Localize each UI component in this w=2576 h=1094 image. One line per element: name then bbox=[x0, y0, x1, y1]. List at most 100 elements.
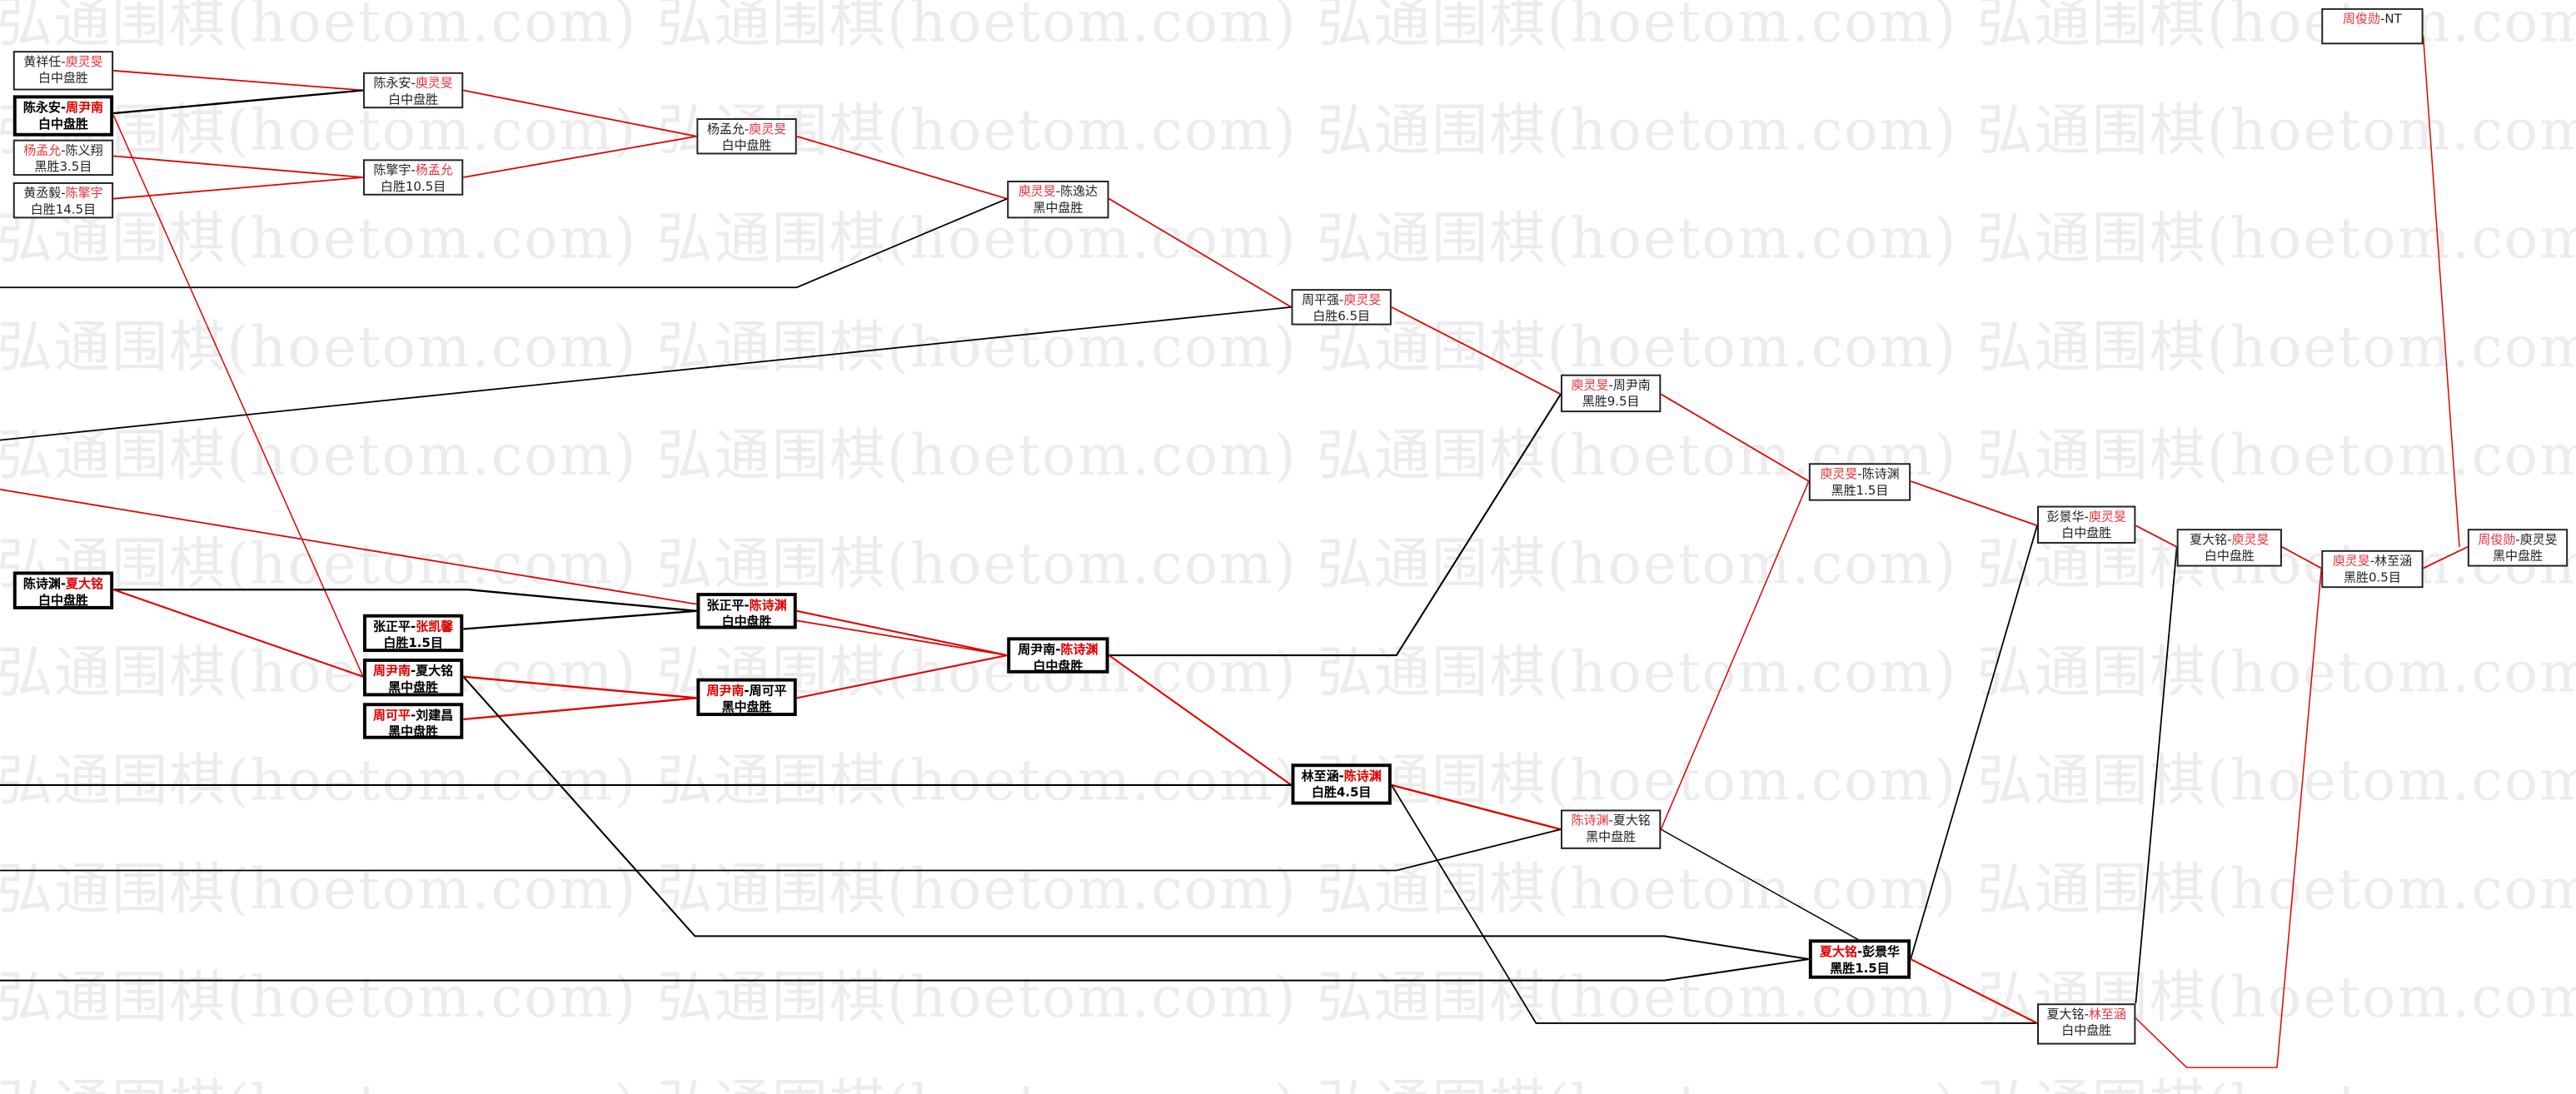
match-box[interactable]: 林至涵-陈诗渊 白胜4.5目 bbox=[1291, 763, 1392, 805]
white-player: 陈诗渊 bbox=[1343, 768, 1382, 783]
watermark-row: 弘通围棋(hoetom.com) 弘通围棋(hoetom.com) 弘通围棋(h… bbox=[0, 532, 2576, 599]
match-players: 陈永安-周尹南 bbox=[22, 100, 103, 116]
black-player: 周俊勋 bbox=[2478, 532, 2516, 547]
match-players: 陈诗渊-夏大铭 bbox=[22, 576, 103, 592]
black-player: 庾灵旻 bbox=[1018, 183, 1056, 199]
black-player: 张正平 bbox=[706, 598, 745, 613]
match-result: 白胜6.5目 bbox=[1313, 308, 1370, 324]
loser-connector-line bbox=[1910, 525, 2038, 960]
black-player: 黄祥任 bbox=[23, 54, 62, 69]
match-result: 黑胜1.5目 bbox=[1831, 482, 1889, 498]
match-result: 白中盘胜 bbox=[37, 70, 88, 86]
match-box[interactable]: 周尹南-陈诗渊 白中盘胜 bbox=[1007, 637, 1109, 674]
winner-connector-line bbox=[2422, 36, 2460, 547]
match-box[interactable]: 周俊勋-NT bbox=[2321, 7, 2424, 45]
loser-connector-line bbox=[0, 957, 1809, 982]
watermark-row: 弘通围棋(hoetom.com) 弘通围棋(hoetom.com) 弘通围棋(h… bbox=[0, 206, 2576, 273]
match-box[interactable]: 杨孟允-庾灵旻 白中盘胜 bbox=[696, 118, 797, 155]
match-box[interactable]: 庾灵旻-周尹南 黑胜9.5目 bbox=[1560, 374, 1662, 413]
loser-connector-line bbox=[2135, 546, 2178, 1004]
match-box[interactable]: 张正平-陈诗渊 白中盘胜 bbox=[696, 593, 797, 629]
match-result: 白中盘胜 bbox=[721, 614, 772, 629]
winner-connector-line bbox=[2135, 568, 2323, 1068]
white-player: 庾灵旻 bbox=[2519, 532, 2558, 547]
match-box[interactable]: 彭景华-庾灵旻 白中盘胜 bbox=[2037, 505, 2136, 544]
winner-connector-line bbox=[1108, 654, 1293, 786]
match-result: 黑中盘胜 bbox=[2493, 548, 2543, 564]
match-result: 黑中盘胜 bbox=[388, 724, 439, 739]
match-players: 夏大铭-庾灵旻 bbox=[2190, 532, 2270, 547]
white-player: 庾灵旻 bbox=[749, 121, 787, 137]
watermark-row: 弘通围棋(hoetom.com) 弘通围棋(hoetom.com) 弘通围棋(h… bbox=[0, 423, 2576, 490]
match-result: 黑中盘胜 bbox=[1586, 829, 1637, 844]
match-box[interactable]: 周尹南-夏大铭 黑中盘胜 bbox=[362, 659, 464, 697]
match-players: 周平强-庾灵旻 bbox=[1301, 292, 1382, 307]
loser-connector-line bbox=[113, 588, 697, 612]
match-box[interactable]: 夏大铭-庾灵旻 白中盘胜 bbox=[2176, 529, 2282, 567]
match-players: 张正平-张凯馨 bbox=[373, 619, 454, 634]
match-box[interactable]: 周俊勋-庾灵旻 黑中盘胜 bbox=[2467, 529, 2569, 567]
match-players: 周尹南-夏大铭 bbox=[373, 663, 454, 679]
winner-connector-line bbox=[1109, 197, 1292, 308]
black-player: 彭景华 bbox=[2046, 509, 2085, 525]
match-box[interactable]: 庾灵旻-陈诗渊 黑胜1.5目 bbox=[1808, 463, 1911, 501]
match-players: 周俊勋-NT bbox=[2343, 11, 2402, 27]
winner-connector-line bbox=[463, 697, 697, 721]
white-player: 夏大铭 bbox=[416, 663, 454, 679]
match-players: 夏大铭-彭景华 bbox=[1819, 944, 1901, 959]
winner-connector-line bbox=[1910, 958, 2038, 1024]
match-players: 林至涵-陈诗渊 bbox=[1301, 768, 1382, 783]
match-result: 白中盘胜 bbox=[1033, 659, 1084, 674]
black-player: 张正平 bbox=[373, 619, 411, 634]
match-box[interactable]: 周可平-刘建昌 黑中盘胜 bbox=[362, 703, 464, 739]
match-box[interactable]: 夏大铭-林至涵 白中盘胜 bbox=[2037, 1003, 2136, 1045]
winner-connector-line bbox=[1660, 393, 1810, 482]
match-box[interactable]: 杨孟允-陈义翔 黑胜3.5目 bbox=[12, 139, 114, 177]
match-box[interactable]: 夏大铭-彭景华 黑胜1.5目 bbox=[1808, 939, 1911, 979]
match-box[interactable]: 陈擎宇-杨孟允 白胜10.5目 bbox=[362, 159, 464, 196]
loser-connector-line bbox=[1109, 393, 1562, 657]
match-result: 黑中盘胜 bbox=[388, 679, 439, 695]
match-players: 周尹南-周可平 bbox=[706, 683, 787, 699]
winner-connector-line bbox=[463, 675, 697, 699]
watermark-row: 弘通围棋(hoetom.com) 弘通围棋(hoetom.com) 弘通围棋(h… bbox=[0, 315, 2576, 381]
white-player: 陈诗渊 bbox=[1861, 466, 1900, 481]
white-player: 陈诗渊 bbox=[749, 598, 787, 613]
match-box[interactable]: 陈诗渊-夏大铭 白中盘胜 bbox=[12, 571, 114, 609]
match-players: 彭景华-庾灵旻 bbox=[2046, 509, 2126, 525]
watermark-row: 弘通围棋(hoetom.com) 弘通围棋(hoetom.com) 弘通围棋(h… bbox=[0, 965, 2576, 1032]
match-box[interactable]: 张正平-张凯馨 白胜1.5目 bbox=[362, 614, 464, 653]
winner-connector-line bbox=[0, 488, 1008, 656]
winner-connector-line bbox=[113, 155, 364, 178]
match-players: 黄祥任-庾灵旻 bbox=[23, 54, 103, 69]
white-player: 林至涵 bbox=[2374, 553, 2413, 569]
match-box[interactable]: 陈永安-庾灵旻 白中盘胜 bbox=[362, 72, 464, 109]
match-box[interactable]: 周尹南-周可平 黑中盘胜 bbox=[696, 678, 797, 717]
white-player: 庾灵旻 bbox=[415, 75, 453, 91]
match-players: 庾灵旻-陈诗渊 bbox=[1820, 466, 1900, 481]
white-player: 林至涵 bbox=[2088, 1007, 2126, 1022]
match-players: 庾灵旻-林至涵 bbox=[2332, 553, 2413, 569]
match-box[interactable]: 周平强-庾灵旻 白胜6.5目 bbox=[1291, 289, 1392, 326]
match-result: 白中盘胜 bbox=[2061, 1022, 2112, 1038]
match-players: 黄丞毅-陈擎宇 bbox=[23, 185, 103, 201]
match-box[interactable]: 黄丞毅-陈擎宇 白胜14.5目 bbox=[12, 182, 114, 219]
winner-connector-line bbox=[112, 114, 364, 678]
match-players: 杨孟允-陈义翔 bbox=[23, 142, 103, 158]
watermark-row: 弘通围棋(hoetom.com) 弘通围棋(hoetom.com) 弘通围棋(h… bbox=[0, 0, 2576, 57]
match-players: 陈永安-庾灵旻 bbox=[373, 75, 453, 91]
winner-connector-line bbox=[796, 609, 1008, 657]
match-box[interactable]: 庾灵旻-林至涵 黑胜0.5目 bbox=[2321, 549, 2424, 589]
black-player: 陈永安 bbox=[22, 100, 61, 116]
white-player: 张凯馨 bbox=[416, 619, 454, 634]
white-player: 陈逸达 bbox=[1060, 183, 1099, 199]
match-box[interactable]: 庾灵旻-陈逸达 黑中盘胜 bbox=[1007, 180, 1109, 219]
match-box[interactable]: 陈永安-周尹南 白中盘胜 bbox=[12, 95, 114, 137]
match-players: 夏大铭-林至涵 bbox=[2046, 1007, 2126, 1022]
match-box[interactable]: 黄祥任-庾灵旻 白中盘胜 bbox=[12, 51, 114, 91]
match-box[interactable]: 陈诗渊-夏大铭 黑中盘胜 bbox=[1560, 809, 1662, 849]
match-result: 白中盘胜 bbox=[721, 137, 772, 153]
loser-connector-line bbox=[0, 306, 1292, 441]
black-player: 杨孟允 bbox=[706, 121, 745, 137]
